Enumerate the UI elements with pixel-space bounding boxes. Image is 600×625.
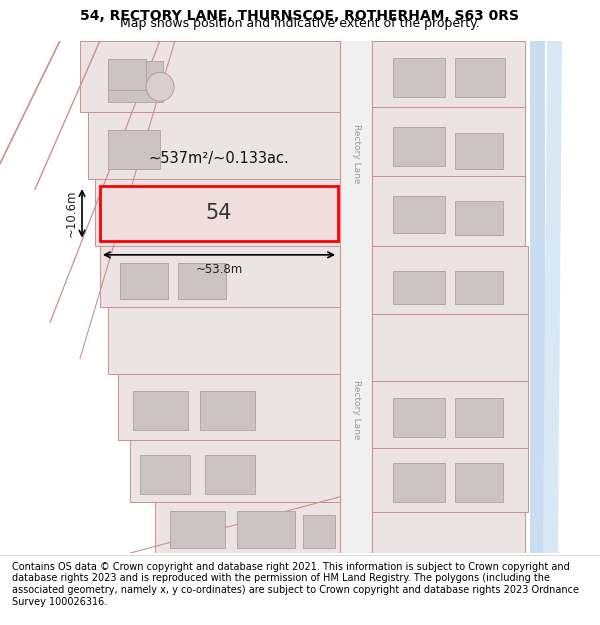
Polygon shape [88, 112, 340, 179]
Polygon shape [130, 441, 340, 502]
Bar [108, 61, 163, 102]
Polygon shape [80, 41, 340, 112]
Text: 54: 54 [206, 203, 232, 223]
Bar [393, 196, 445, 233]
Polygon shape [372, 381, 528, 448]
Bar [455, 58, 505, 97]
Polygon shape [372, 512, 525, 553]
Polygon shape [372, 314, 528, 381]
Bar [205, 455, 255, 494]
Bar [108, 130, 160, 169]
Bar [455, 463, 503, 502]
Text: ~537m²/~0.133ac.: ~537m²/~0.133ac. [148, 151, 289, 166]
Polygon shape [118, 374, 340, 441]
Circle shape [146, 72, 174, 101]
Bar [170, 511, 225, 548]
Polygon shape [155, 502, 340, 553]
Text: ~10.6m: ~10.6m [65, 189, 78, 237]
Polygon shape [372, 41, 525, 107]
Bar [237, 511, 295, 548]
Bar [455, 133, 503, 169]
Polygon shape [543, 41, 562, 553]
Bar [393, 271, 445, 304]
Bar [133, 391, 188, 430]
Bar [393, 127, 445, 166]
Text: 54, RECTORY LANE, THURNSCOE, ROTHERHAM, S63 0RS: 54, RECTORY LANE, THURNSCOE, ROTHERHAM, … [80, 9, 520, 23]
Bar [178, 263, 226, 299]
Text: Contains OS data © Crown copyright and database right 2021. This information is : Contains OS data © Crown copyright and d… [12, 562, 579, 606]
Bar [455, 398, 503, 437]
Polygon shape [108, 307, 340, 374]
Text: Rectory Lane: Rectory Lane [353, 380, 361, 439]
Bar [455, 271, 503, 304]
Polygon shape [372, 246, 528, 314]
Polygon shape [95, 179, 340, 246]
Bar [393, 463, 445, 502]
Polygon shape [340, 41, 372, 553]
Bar [120, 263, 168, 299]
Bar [393, 58, 445, 97]
Text: Rectory Lane: Rectory Lane [353, 124, 361, 183]
Polygon shape [372, 448, 528, 512]
Bar [455, 201, 503, 236]
Bar [200, 391, 255, 430]
Bar [393, 398, 445, 437]
Polygon shape [100, 246, 340, 307]
Bar [140, 455, 190, 494]
Bar [108, 59, 146, 90]
Polygon shape [372, 107, 525, 176]
Text: ~53.8m: ~53.8m [196, 263, 242, 276]
Text: Map shows position and indicative extent of the property.: Map shows position and indicative extent… [120, 18, 480, 31]
Bar [303, 515, 335, 548]
Polygon shape [530, 41, 545, 553]
Polygon shape [372, 176, 525, 246]
Bar [100, 186, 338, 241]
